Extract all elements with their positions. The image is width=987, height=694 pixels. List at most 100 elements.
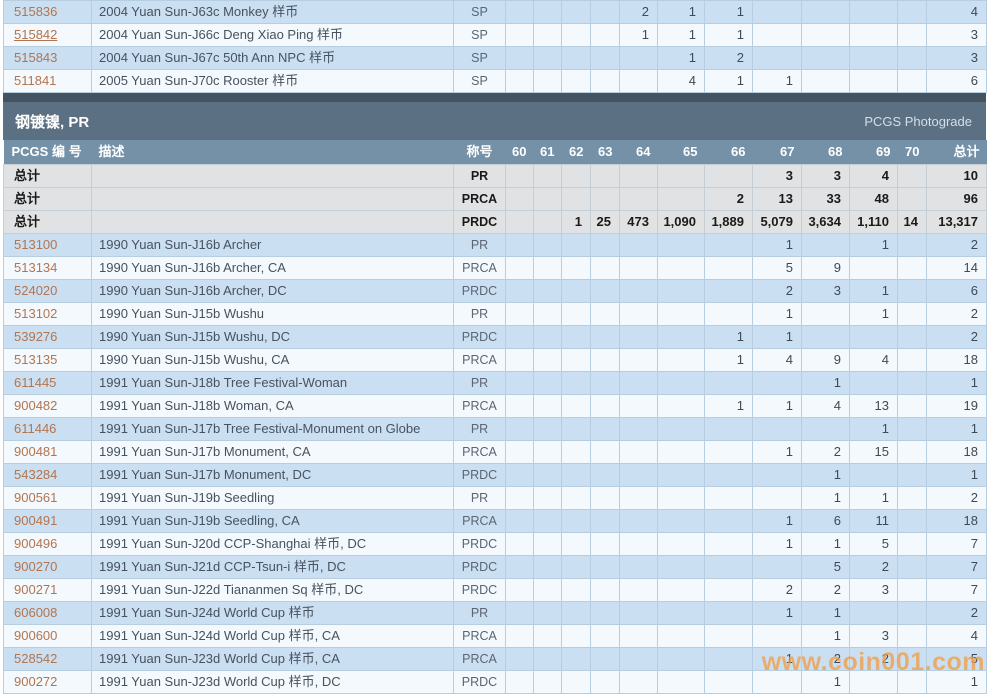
column-header-designation[interactable]: 称号	[453, 140, 506, 165]
pcgs-number-link[interactable]: 513135	[14, 352, 58, 367]
grade-count-cell	[505, 555, 534, 579]
grade-count-cell	[619, 371, 658, 395]
pcgs-number-link[interactable]: 515842	[14, 27, 58, 42]
grade-count-cell	[849, 371, 898, 395]
grade-count-cell	[704, 509, 753, 533]
description-cell: 1991 Yuan Sun-J19b Seedling	[91, 486, 454, 510]
grade-designation-cell: PRDC	[453, 578, 506, 602]
pcgs-number-link[interactable]: 511841	[14, 73, 57, 88]
grade-count-cell	[533, 555, 562, 579]
column-header-description[interactable]: 描述	[91, 140, 454, 165]
grade-count-cell	[619, 463, 658, 487]
grade-count-cell	[533, 256, 562, 280]
pcgs-number-link[interactable]: 900272	[14, 674, 58, 689]
pcgs-number-link[interactable]: 900481	[14, 444, 58, 459]
grade-count-cell: 25	[590, 210, 620, 234]
pcgs-number-cell: 900481	[3, 440, 92, 464]
description-cell: 1991 Yuan Sun-J23d World Cup 样币, DC	[91, 670, 454, 694]
pcgs-number-link[interactable]: 900270	[14, 559, 58, 574]
total-count-cell: 2	[926, 233, 987, 257]
grade-count-cell	[752, 46, 802, 70]
grade-count-cell	[505, 187, 534, 211]
column-header-67[interactable]: 67	[752, 140, 802, 165]
grade-count-cell: 1	[752, 601, 802, 625]
column-header-65[interactable]: 65	[657, 140, 705, 165]
grade-count-cell	[533, 302, 562, 326]
pcgs-number-link[interactable]: 513102	[14, 306, 58, 321]
table-row: 900496 1991 Yuan Sun-J20d CCP-Shanghai 样币…	[3, 532, 987, 556]
table-row: 513134 1990 Yuan Sun-J16b Archer, CA PRCA 5…	[3, 256, 987, 280]
column-header-pcgs-number[interactable]: PCGS 编 号	[3, 140, 92, 165]
grade-count-cell	[505, 256, 534, 280]
grade-designation-cell: PRDC	[453, 463, 506, 487]
pcgs-number-link[interactable]: 900496	[14, 536, 58, 551]
grade-designation-cell: PRCA	[453, 647, 506, 671]
pcgs-number-link[interactable]: 524020	[14, 283, 58, 298]
pcgs-number-cell: 515842	[3, 23, 92, 47]
column-header-62[interactable]: 62	[561, 140, 591, 165]
grade-count-cell	[657, 348, 705, 372]
grade-count-cell	[801, 23, 850, 47]
grade-count-cell	[657, 279, 705, 303]
grade-count-cell: 1	[704, 325, 753, 349]
total-count-cell: 3	[926, 46, 987, 70]
pcgs-number-link[interactable]: 513100	[14, 237, 58, 252]
pcgs-number-link[interactable]: 611445	[14, 375, 57, 390]
column-header-70[interactable]: 70	[897, 140, 927, 165]
grade-count-cell	[533, 371, 562, 395]
grade-count-cell	[897, 647, 927, 671]
summary-row: 总计 PRCA 2 13 33 48 96	[3, 187, 987, 211]
grade-count-cell	[590, 532, 620, 556]
grade-count-cell	[752, 624, 802, 648]
description-cell: 2005 Yuan Sun-J70c Rooster 样币	[91, 69, 454, 93]
column-header-60[interactable]: 60	[505, 140, 534, 165]
grade-count-cell	[657, 624, 705, 648]
grade-count-cell	[897, 532, 927, 556]
grade-count-cell: 1	[704, 348, 753, 372]
column-header-row: PCGS 编 号 描述 称号 60 61 62 63 64 65 66 67 6…	[3, 140, 987, 165]
photograde-link[interactable]: PCGS Photograde	[864, 113, 972, 129]
grade-count-cell	[590, 0, 620, 24]
column-header-66[interactable]: 66	[704, 140, 753, 165]
pcgs-number-link[interactable]: 515843	[14, 50, 58, 65]
column-header-63[interactable]: 63	[590, 140, 620, 165]
pcgs-number-cell: 511841	[3, 69, 92, 93]
grade-count-cell: 1	[657, 23, 705, 47]
pcgs-number-link[interactable]: 900561	[14, 490, 58, 505]
grade-count-cell	[590, 463, 620, 487]
pcgs-number-link[interactable]: 900271	[14, 582, 58, 597]
column-header-64[interactable]: 64	[619, 140, 658, 165]
pcgs-number-link[interactable]: 539276	[14, 329, 58, 344]
grade-count-cell	[897, 509, 927, 533]
grade-count-cell	[561, 486, 591, 510]
pcgs-number-link[interactable]: 606008	[14, 605, 58, 620]
grade-count-cell	[561, 279, 591, 303]
grade-count-cell: 1	[704, 0, 753, 24]
column-header-69[interactable]: 69	[849, 140, 898, 165]
pcgs-number-link[interactable]: 900491	[14, 513, 58, 528]
pcgs-number-link[interactable]: 528542	[14, 651, 58, 666]
pcgs-number-link[interactable]: 900600	[14, 628, 58, 643]
grade-count-cell	[704, 486, 753, 510]
pcgs-number-link[interactable]: 513134	[14, 260, 58, 275]
grade-count-cell	[561, 256, 591, 280]
grade-count-cell	[590, 555, 620, 579]
grade-count-cell: 3	[801, 164, 850, 188]
grade-count-cell	[619, 509, 658, 533]
grade-designation-cell: PRDC	[453, 325, 506, 349]
pcgs-number-link[interactable]: 515836	[14, 4, 58, 19]
grade-count-cell	[619, 394, 658, 418]
table-row: 515836 2004 Yuan Sun-J63c Monkey 样币 SP 2 1 1 4	[3, 0, 987, 24]
grade-count-cell	[619, 69, 658, 93]
grade-count-cell	[704, 624, 753, 648]
pcgs-number-link[interactable]: 900482	[14, 398, 58, 413]
pcgs-number-link[interactable]: 543284	[14, 467, 58, 482]
column-header-68[interactable]: 68	[801, 140, 850, 165]
pcgs-number-link[interactable]: 611446	[14, 421, 57, 436]
grade-count-cell: 1	[849, 302, 898, 326]
column-header-61[interactable]: 61	[533, 140, 562, 165]
column-header-total[interactable]: 总计	[926, 140, 987, 165]
description-cell: 1991 Yuan Sun-J24d World Cup 样币, CA	[91, 624, 454, 648]
grade-count-cell	[590, 302, 620, 326]
pcgs-number-cell: 539276	[3, 325, 92, 349]
